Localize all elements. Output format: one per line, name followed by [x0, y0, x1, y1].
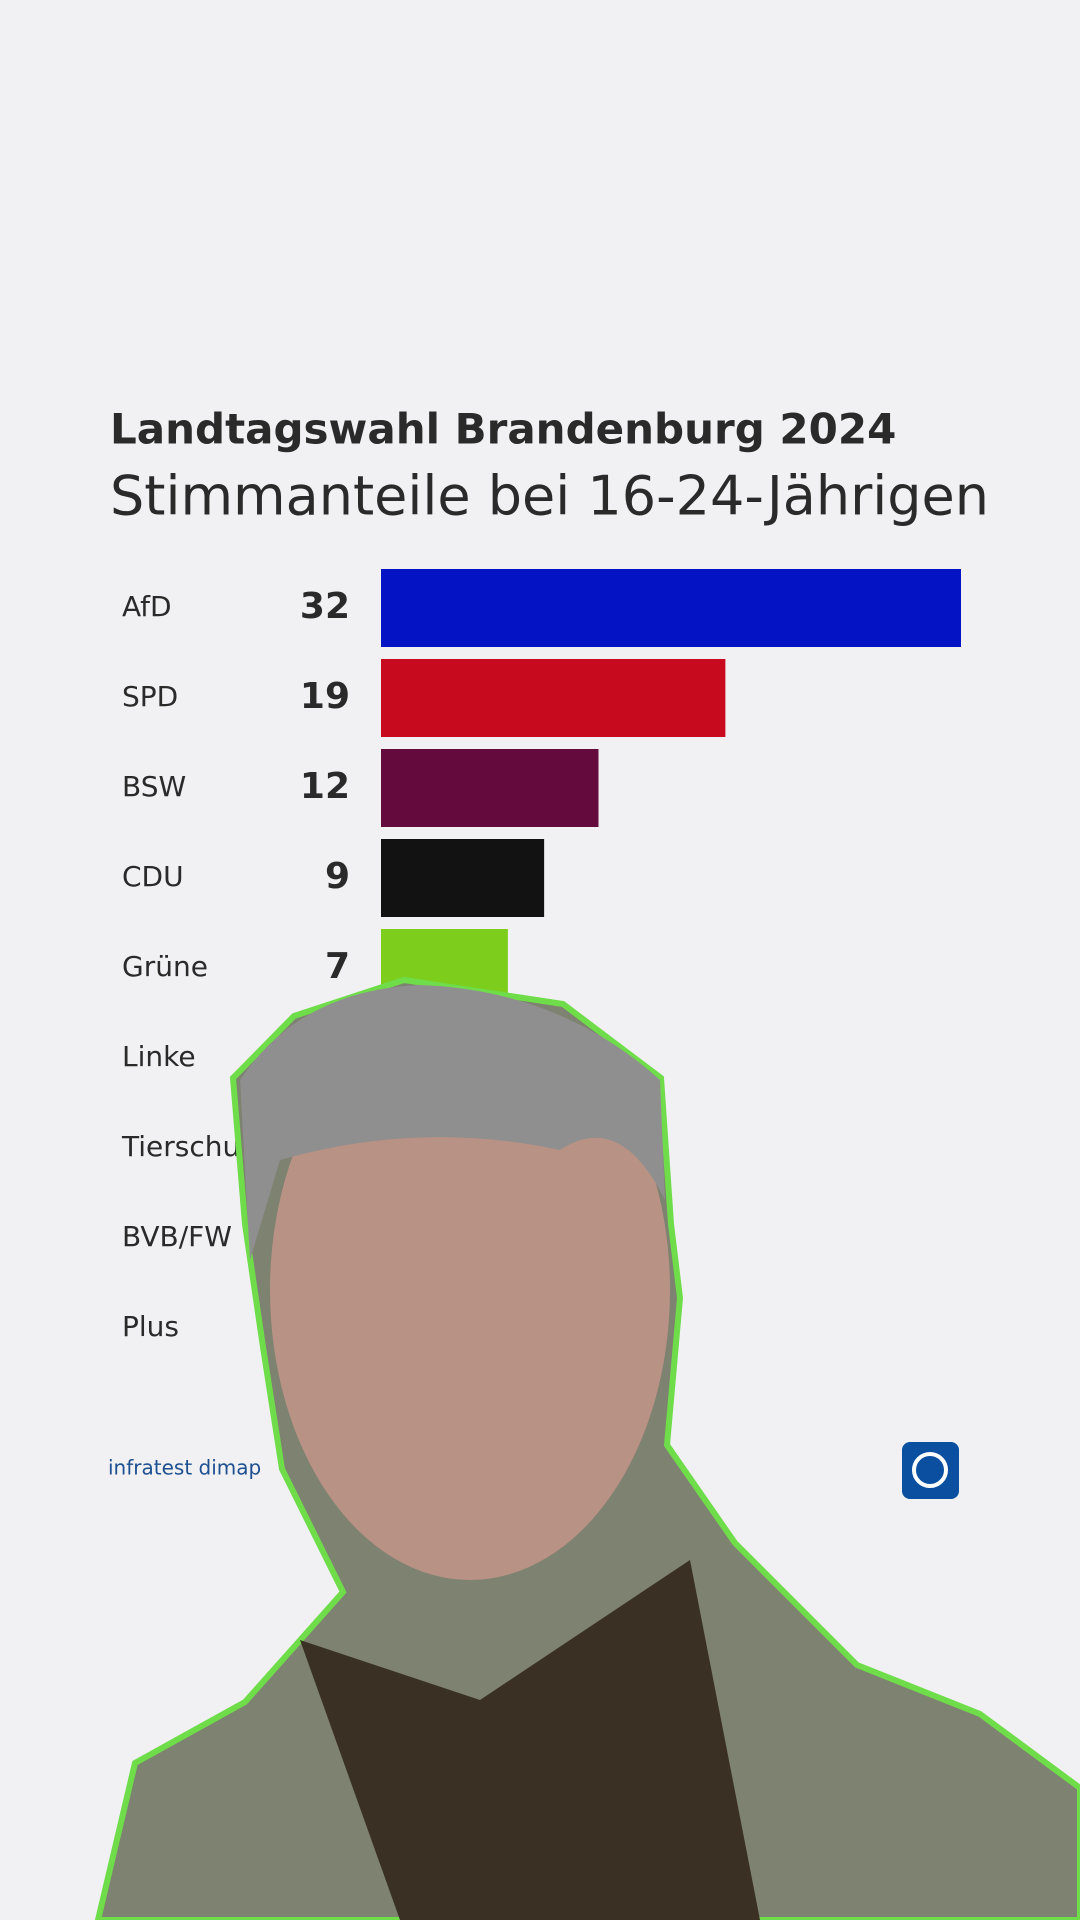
chart-title: Landtagswahl Brandenburg 2024 — [110, 405, 896, 454]
category-label: Grüne — [122, 950, 208, 983]
source: infratest dimap — [108, 1456, 261, 1480]
bar — [381, 569, 961, 647]
logo-mark — [912, 1452, 948, 1488]
value-label: 9 — [325, 856, 350, 897]
category-label: BVB/FW — [122, 1220, 232, 1253]
bar — [381, 839, 545, 917]
person-overlay — [94, 976, 1080, 1920]
category-label: AfD — [122, 590, 172, 623]
value-label: 12 — [300, 766, 350, 807]
hair — [240, 985, 665, 1260]
value-label: 7 — [325, 946, 350, 987]
bar — [381, 749, 599, 827]
chart-subtitle: Stimmanteile bei 16-24-Jährigen — [110, 465, 989, 528]
value-label: 19 — [300, 676, 350, 717]
category-label: Linke — [122, 1040, 196, 1073]
category-label: SPD — [122, 680, 178, 713]
category-label: CDU — [122, 860, 184, 893]
category-label: BSW — [122, 770, 186, 803]
face — [270, 1000, 670, 1580]
logo — [902, 1442, 959, 1499]
value-label: 32 — [300, 586, 350, 627]
bar — [381, 659, 726, 737]
category-label: Plus — [122, 1310, 179, 1343]
collar — [300, 1560, 760, 1920]
